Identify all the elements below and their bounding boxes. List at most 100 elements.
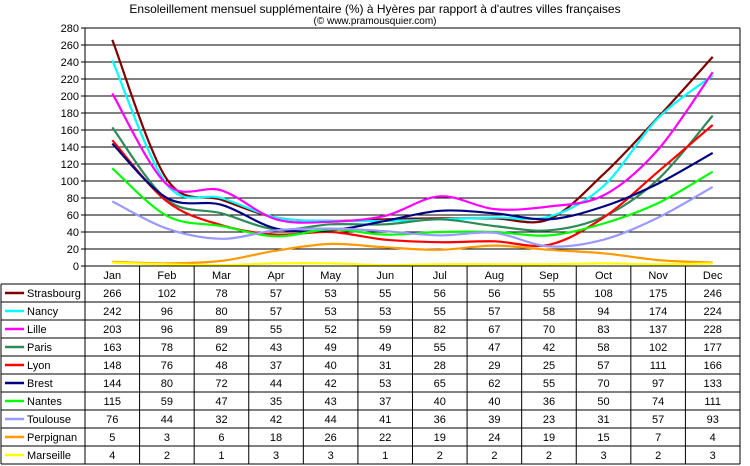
data-value: 96: [161, 306, 173, 318]
data-value: 133: [704, 378, 722, 390]
data-value: 62: [488, 378, 500, 390]
data-value: 228: [704, 324, 722, 336]
legend-label: Lyon: [27, 360, 50, 372]
legend-label: Nantes: [27, 396, 62, 408]
data-value: 32: [215, 414, 227, 426]
data-value: 53: [379, 306, 391, 318]
data-value: 55: [270, 324, 282, 336]
data-value: 76: [106, 414, 118, 426]
data-value: 82: [434, 324, 446, 336]
data-value: 44: [270, 378, 282, 390]
data-value: 6: [218, 432, 224, 444]
data-value: 3: [328, 450, 334, 462]
data-value: 29: [488, 360, 500, 372]
data-value: 22: [379, 432, 391, 444]
data-value: 41: [379, 414, 391, 426]
data-value: 97: [652, 378, 664, 390]
y-tick-label: 160: [61, 125, 79, 137]
y-tick-label: 260: [61, 40, 79, 52]
series-line-lille: [111, 71, 714, 224]
data-value: 78: [215, 288, 227, 300]
data-value: 2: [546, 450, 552, 462]
series-line-nancy: [111, 59, 714, 223]
y-tick-label: 200: [61, 91, 79, 103]
data-value: 166: [704, 360, 722, 372]
data-value: 26: [325, 432, 337, 444]
data-value: 102: [649, 342, 667, 354]
data-value: 47: [488, 342, 500, 354]
data-value: 40: [325, 360, 337, 372]
data-value: 23: [543, 414, 555, 426]
data-value: 47: [215, 396, 227, 408]
data-value: 40: [488, 396, 500, 408]
data-value: 42: [325, 378, 337, 390]
data-value: 59: [379, 324, 391, 336]
data-value: 1: [382, 450, 388, 462]
data-value: 37: [379, 396, 391, 408]
data-value: 18: [270, 432, 282, 444]
data-value: 174: [649, 306, 667, 318]
data-value: 78: [161, 342, 173, 354]
data-value: 42: [270, 414, 282, 426]
data-value: 58: [597, 342, 609, 354]
y-tick-label: 0: [73, 261, 79, 273]
data-value: 53: [325, 288, 337, 300]
y-tick-label: 20: [67, 244, 79, 256]
data-value: 3: [600, 450, 606, 462]
data-value: 70: [543, 324, 555, 336]
data-value: 35: [270, 396, 282, 408]
data-value: 40: [434, 396, 446, 408]
y-tick-label: 40: [67, 227, 79, 239]
legend-label: Marseille: [27, 450, 71, 462]
data-value: 55: [434, 342, 446, 354]
data-value: 246: [704, 288, 722, 300]
data-value: 177: [704, 342, 722, 354]
data-value: 224: [704, 306, 722, 318]
series-line-lyon: [111, 124, 714, 248]
data-value: 80: [161, 378, 173, 390]
data-value: 115: [104, 396, 122, 408]
data-value: 50: [597, 396, 609, 408]
x-tick-label: Sep: [539, 270, 559, 282]
series-lines: [111, 39, 714, 267]
y-tick-label: 140: [61, 142, 79, 154]
data-value: 4: [109, 450, 115, 462]
data-value: 2: [655, 450, 661, 462]
x-tick-label: Jan: [103, 270, 121, 282]
data-value: 76: [161, 360, 173, 372]
x-tick-label: Nov: [648, 270, 668, 282]
y-tick-label: 60: [67, 210, 79, 222]
y-tick-label: 240: [61, 57, 79, 69]
data-value: 19: [543, 432, 555, 444]
data-value: 36: [543, 396, 555, 408]
data-value: 4: [710, 432, 716, 444]
y-tick-label: 280: [61, 23, 79, 35]
data-value: 89: [215, 324, 227, 336]
data-value: 137: [649, 324, 667, 336]
data-value: 15: [597, 432, 609, 444]
data-value: 80: [215, 306, 227, 318]
x-tick-label: Dec: [703, 270, 723, 282]
data-value: 266: [103, 288, 121, 300]
series-line-marseille: [112, 261, 713, 267]
legend-label: Brest: [27, 378, 53, 390]
x-tick-label: Jun: [376, 270, 394, 282]
data-value: 44: [161, 414, 173, 426]
data-value: 96: [161, 324, 173, 336]
data-value: 58: [543, 306, 555, 318]
data-value: 36: [434, 414, 446, 426]
x-tick-label: Oct: [595, 270, 612, 282]
data-value: 144: [103, 378, 121, 390]
data-value: 163: [103, 342, 121, 354]
data-value: 111: [704, 396, 721, 408]
data-value: 56: [488, 288, 500, 300]
y-tick-label: 120: [61, 159, 79, 171]
data-value: 111: [650, 360, 667, 372]
data-value: 31: [379, 360, 391, 372]
series-line-toulouse: [111, 185, 714, 248]
x-tick-label: Mar: [212, 270, 231, 282]
data-value: 57: [488, 306, 500, 318]
data-value: 19: [434, 432, 446, 444]
data-value: 53: [325, 306, 337, 318]
